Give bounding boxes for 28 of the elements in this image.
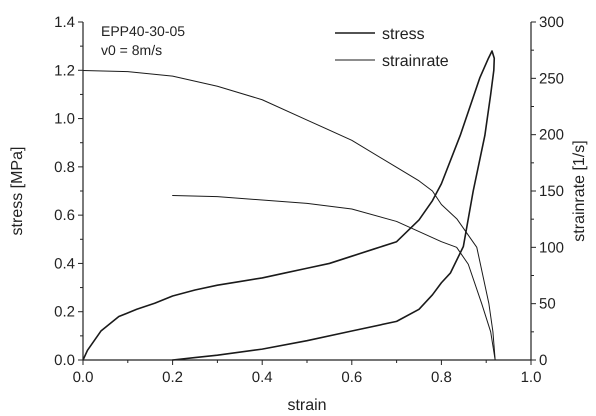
y-tick-label: 0.2 [54,304,75,321]
annotation: EPP40-30-05 [101,23,186,39]
x-tick-label: 0.2 [162,369,184,386]
y2-tick-label: 50 [539,296,556,313]
y-tick-label: 1.4 [54,14,75,31]
x-tick-label: 0.6 [341,369,362,386]
x-tick-label: 1.0 [520,369,542,386]
x-tick-label: 0.8 [430,369,452,386]
y-tick-label: 1.2 [54,62,75,80]
x-axis-title: strain [287,397,327,414]
x-tick-label: 0.0 [72,369,94,386]
y2-axis-title: strainrate [1/s] [571,140,588,242]
y-tick-label: 0.6 [54,207,75,224]
y2-tick-label: 100 [539,239,564,256]
y-tick-label: 0.4 [54,255,75,272]
y2-tick-label: 0 [539,352,548,369]
y2-tick-label: 300 [539,14,564,31]
y2-tick-label: 250 [539,70,564,88]
y-tick-label: 0.8 [54,158,75,176]
y2-tick-label: 200 [539,126,564,144]
legend-label: strainrate [382,53,449,70]
y-tick-label: 0.0 [54,352,75,369]
x-tick-label: 0.4 [252,369,273,386]
y2-tick-label: 150 [539,183,564,200]
y-axis-title: stress [MPa] [9,146,26,236]
annotation: v0 = 8m/s [101,42,162,58]
y-tick-label: 1.0 [54,110,75,128]
legend-label: stress [382,26,425,43]
